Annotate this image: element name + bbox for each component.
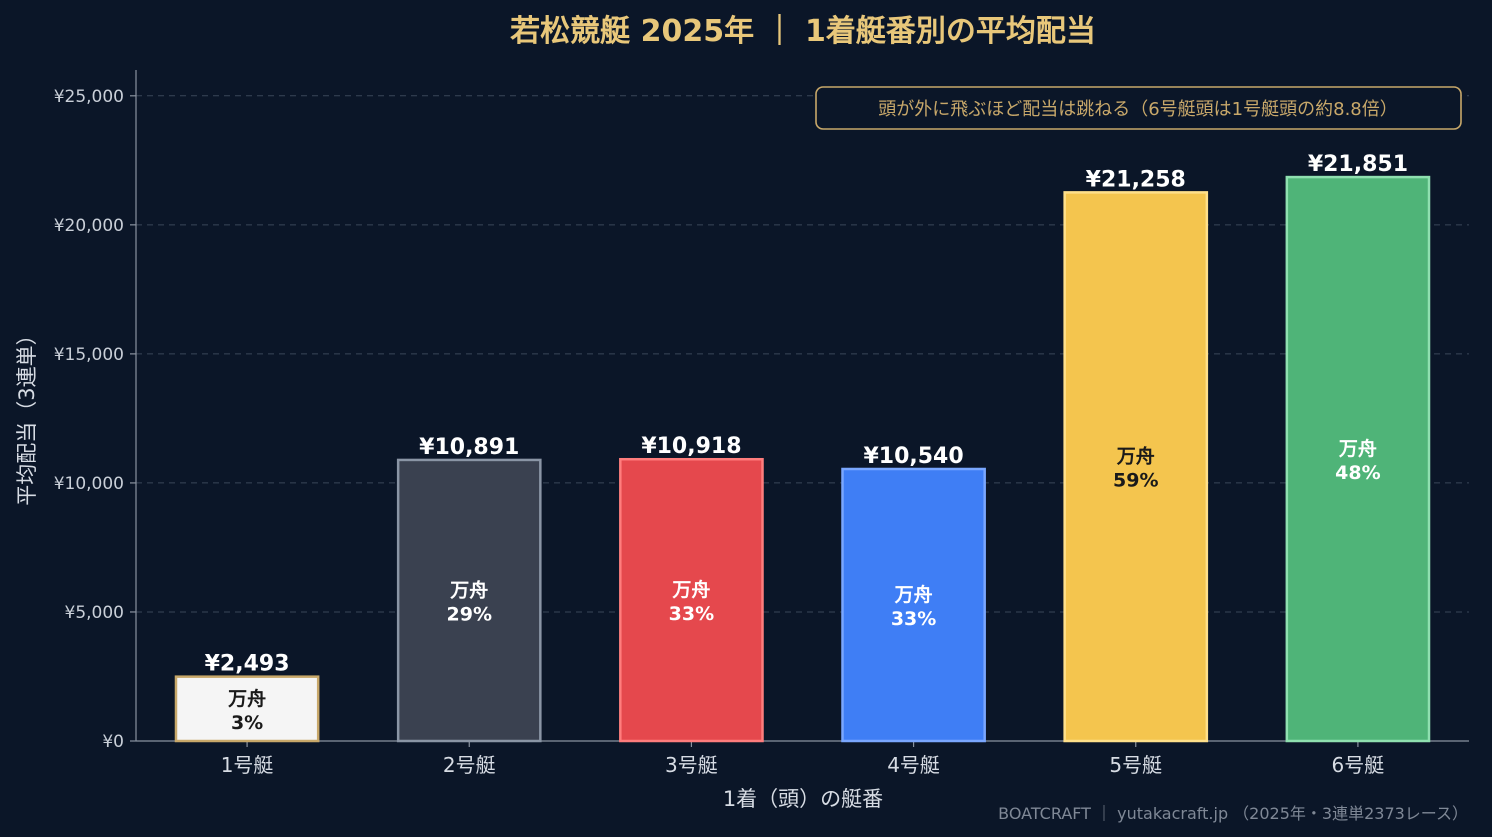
bar-inner-title: 万舟 (449, 578, 488, 601)
bar-inner-title: 万舟 (1338, 437, 1377, 460)
bar-inner-title: 万舟 (894, 583, 933, 606)
y-tick-label: ¥10,000 (54, 474, 124, 494)
y-tick-label: ¥15,000 (54, 345, 124, 365)
bars (174, 175, 1431, 743)
category-label: 5号艇 (1109, 753, 1162, 777)
bar-value-label: ¥10,918 (641, 434, 741, 459)
labels: ¥0 ¥5,000 ¥10,000 ¥15,000 ¥20,000 ¥25,000 1号艇 ¥… (54, 87, 1408, 777)
y-tick-label: ¥20,000 (54, 216, 124, 236)
annotation-frame (815, 86, 1462, 130)
bar (174, 675, 320, 743)
bar (1285, 175, 1431, 743)
chart-title: 若松競艇 2025年 ｜ 1着艇番別の平均配当 (510, 14, 1096, 49)
gridlines (136, 95, 1469, 613)
bar (841, 467, 986, 743)
category-label: 6号艇 (1332, 753, 1385, 777)
bar-inner-title: 万舟 (227, 687, 266, 710)
bar-inner-title: 万舟 (1116, 445, 1155, 468)
bar-value-label: ¥21,851 (1308, 152, 1408, 177)
bar-inner-percent: 59% (1113, 470, 1158, 492)
bar-inner-title: 万舟 (671, 578, 710, 601)
bar (396, 458, 542, 743)
bar (619, 457, 764, 743)
y-tick-label: ¥0 (102, 732, 124, 752)
bar-value-label: ¥21,258 (1086, 167, 1186, 192)
bar-inner-percent: 48% (1335, 462, 1380, 484)
category-label: 2号艇 (443, 753, 496, 777)
y-tick-label: ¥5,000 (65, 603, 124, 623)
footer-credit: BOATCRAFT ｜ yutakacraft.jp （2025年・3連単237… (998, 804, 1468, 823)
bar-value-label: ¥10,891 (419, 435, 519, 460)
bar-value-label: ¥10,540 (863, 444, 963, 469)
y-tick-label: ¥25,000 (54, 87, 124, 107)
bar-inner-percent: 33% (669, 603, 714, 625)
x-axis-label: 1着（頭）の艇番 (723, 787, 883, 811)
bar-inner-percent: 33% (891, 608, 936, 630)
bar (1063, 191, 1209, 743)
annotation-text: 頭が外に飛ぶほど配当は跳ねる（6号艇頭は1号艇頭の約8.8倍） (878, 99, 1398, 120)
category-label: 1号艇 (221, 753, 274, 777)
annotation-box: 頭が外に飛ぶほど配当は跳ねる（6号艇頭は1号艇頭の約8.8倍） (815, 86, 1462, 130)
category-label: 4号艇 (887, 753, 940, 777)
bar-value-label: ¥2,493 (205, 652, 290, 677)
category-label: 3号艇 (665, 753, 718, 777)
bar-inner-percent: 29% (447, 603, 492, 625)
bar-inner-percent: 3% (231, 712, 263, 734)
y-axis-label: 平均配当（3連単） (15, 324, 39, 505)
